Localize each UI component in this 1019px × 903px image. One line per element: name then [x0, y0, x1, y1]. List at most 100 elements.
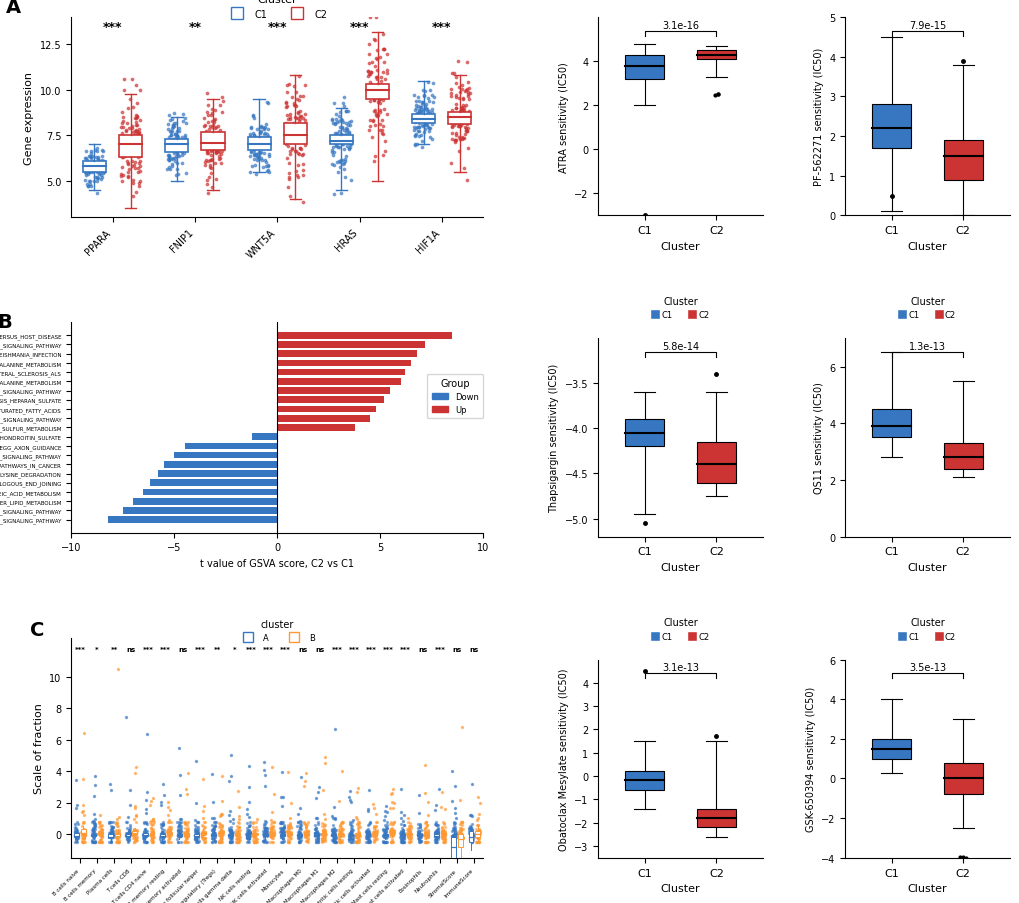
- Point: [409, 137, 425, 152]
- Point: [342, 137, 359, 152]
- Point: [118, 828, 135, 842]
- Point: [153, 817, 169, 832]
- Point: [257, 821, 273, 835]
- Point: [347, 829, 364, 843]
- Point: [249, 151, 265, 165]
- Point: [222, 832, 238, 846]
- Point: [68, 798, 85, 813]
- Point: [145, 815, 161, 829]
- Point: [335, 131, 352, 145]
- Point: [223, 748, 239, 762]
- Point: [168, 129, 184, 144]
- Point: [209, 135, 225, 149]
- Point: [351, 827, 367, 842]
- Point: [420, 95, 436, 109]
- Point: [411, 105, 427, 119]
- Point: [200, 155, 216, 170]
- Point: [368, 815, 384, 829]
- Point: [121, 825, 138, 840]
- Point: [408, 102, 424, 116]
- Point: [238, 827, 255, 842]
- Point: [94, 171, 110, 185]
- Point: [138, 824, 154, 838]
- Point: [326, 822, 342, 836]
- Point: [210, 144, 226, 159]
- Point: [75, 831, 92, 845]
- Point: [262, 821, 278, 835]
- Point: [169, 146, 185, 161]
- Point: [84, 826, 100, 841]
- Point: [340, 143, 357, 157]
- Point: [316, 756, 332, 770]
- Point: [392, 830, 409, 844]
- Point: [419, 827, 435, 842]
- Point: [317, 834, 333, 849]
- Point: [417, 835, 433, 850]
- Point: [211, 834, 227, 849]
- Point: [298, 819, 314, 833]
- Point: [75, 831, 92, 845]
- Point: [335, 99, 352, 114]
- Point: [287, 86, 304, 100]
- Point: [127, 825, 144, 840]
- Point: [374, 113, 390, 127]
- Point: [229, 784, 246, 798]
- Point: [127, 815, 144, 829]
- Point: [454, 131, 471, 145]
- Point: [90, 153, 106, 167]
- Point: [161, 829, 177, 843]
- Point: [413, 101, 429, 116]
- Point: [457, 85, 473, 99]
- Point: [291, 827, 308, 842]
- Point: [162, 828, 178, 842]
- Bar: [184, 443, 277, 450]
- Point: [351, 815, 367, 829]
- Point: [359, 830, 375, 844]
- Bar: [74, 833, 78, 837]
- Point: [344, 828, 361, 842]
- Point: [421, 122, 437, 136]
- Point: [186, 822, 203, 836]
- Point: [279, 835, 296, 850]
- Point: [290, 148, 307, 163]
- Point: [360, 804, 376, 818]
- Point: [156, 787, 172, 802]
- Point: [260, 160, 276, 174]
- Point: [84, 166, 100, 181]
- Point: [81, 162, 97, 176]
- Point: [75, 830, 92, 844]
- Point: [136, 815, 152, 830]
- Point: [75, 826, 92, 841]
- Point: [446, 835, 463, 850]
- Bar: [202, 133, 224, 151]
- Point: [168, 168, 184, 182]
- Point: [162, 826, 178, 841]
- Point: [128, 824, 145, 838]
- Point: [173, 131, 190, 145]
- Point: [403, 831, 419, 845]
- Point: [364, 79, 380, 93]
- Point: [177, 815, 194, 830]
- Point: [242, 166, 258, 181]
- Point: [313, 828, 329, 842]
- Point: [435, 830, 451, 844]
- Point: [162, 152, 178, 166]
- Point: [170, 121, 186, 135]
- Point: [362, 66, 378, 80]
- Point: [227, 825, 244, 840]
- Point: [155, 827, 171, 842]
- Point: [230, 835, 247, 850]
- Point: [68, 773, 85, 787]
- Point: [114, 216, 130, 230]
- Point: [375, 828, 391, 842]
- Text: ***: ***: [366, 646, 377, 652]
- Point: [214, 94, 230, 108]
- Point: [327, 813, 343, 827]
- Point: [361, 38, 377, 52]
- Point: [468, 829, 484, 843]
- Point: [350, 820, 366, 834]
- Legend: C1, C2: C1, C2: [895, 293, 959, 323]
- Point: [377, 826, 393, 841]
- Point: [339, 135, 356, 150]
- Point: [258, 825, 274, 840]
